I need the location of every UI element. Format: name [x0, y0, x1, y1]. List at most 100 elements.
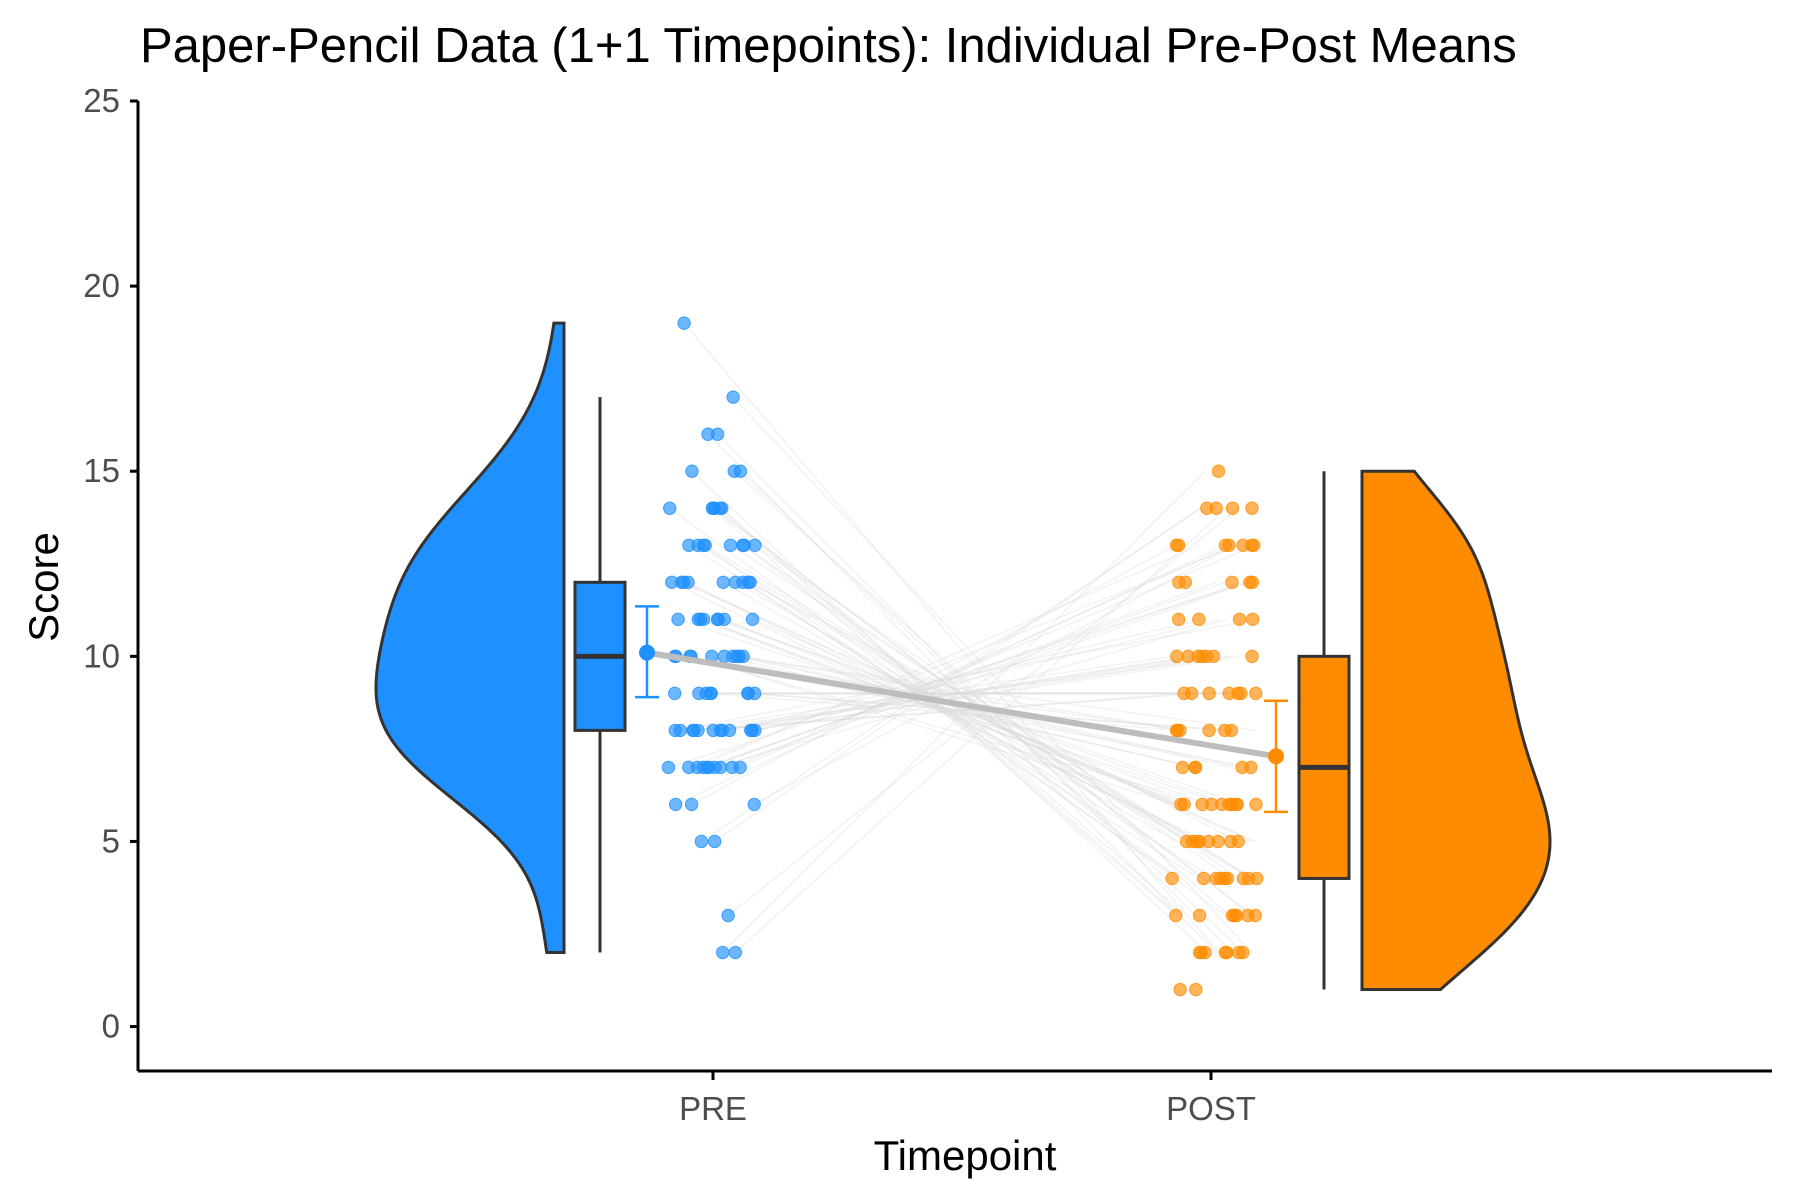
- post-point: [1248, 908, 1262, 923]
- pre-point: [717, 612, 731, 627]
- post-point: [1249, 686, 1263, 701]
- post-point: [1171, 612, 1186, 627]
- individual-line: [717, 433, 1234, 954]
- individual-line: [714, 507, 1200, 843]
- y-tick-label: 0: [102, 1008, 120, 1045]
- pre-point: [741, 575, 755, 589]
- post-point: [1230, 797, 1245, 812]
- individual-line: [675, 544, 1226, 806]
- post-point: [1181, 649, 1195, 664]
- pre-point: [741, 686, 755, 701]
- individual-line: [721, 507, 1186, 917]
- individual-line: [719, 507, 1180, 917]
- individual-line: [753, 544, 1235, 806]
- pre-point: [716, 575, 730, 589]
- individual-line: [720, 655, 1198, 732]
- individual-line: [732, 655, 1257, 732]
- pre-point: [726, 649, 740, 664]
- chart-title: Paper-Pencil Data (1+1 Timepoints): Indi…: [140, 19, 1517, 73]
- post-point: [1225, 501, 1240, 515]
- individual-line: [693, 692, 1200, 732]
- pre-point: [701, 427, 715, 441]
- post-mean-point: [1268, 748, 1284, 765]
- individual-line: [732, 396, 1253, 954]
- post-point: [1211, 834, 1225, 849]
- pre-point: [676, 575, 691, 589]
- individual-line: [708, 581, 1217, 769]
- individual-line: [722, 581, 1178, 843]
- individual-line: [707, 581, 1226, 769]
- post-point: [1169, 723, 1184, 738]
- post-point: [1234, 686, 1248, 701]
- individual-line: [717, 618, 1242, 806]
- pre-point: [722, 723, 737, 738]
- pre-point: [737, 538, 751, 552]
- pre-point: [706, 723, 720, 738]
- pre-point: [721, 908, 735, 923]
- pre-point: [698, 538, 712, 552]
- y-tick-label: 10: [83, 637, 120, 674]
- post-point: [1227, 908, 1242, 923]
- individual-line: [750, 655, 1239, 732]
- post-point: [1232, 612, 1247, 627]
- pre-point: [707, 834, 722, 849]
- post-point: [1171, 538, 1186, 552]
- post-point: [1175, 760, 1190, 775]
- individual-line: [707, 433, 1217, 954]
- post-point: [1165, 871, 1179, 886]
- post-point: [1220, 945, 1234, 960]
- individual-line: [731, 544, 1256, 769]
- individual-line: [690, 655, 1177, 806]
- post-point: [1198, 945, 1212, 960]
- pre-point: [748, 723, 762, 738]
- post-point: [1236, 945, 1250, 960]
- post-point: [1202, 686, 1216, 701]
- pre-point: [704, 686, 718, 701]
- individual-line: [683, 322, 1220, 954]
- post-point: [1169, 908, 1183, 923]
- individual-line: [717, 618, 1230, 806]
- pre-mean-point: [639, 644, 655, 661]
- individual-line: [700, 618, 1210, 806]
- post-point: [1245, 575, 1260, 589]
- individual-line: [702, 581, 1244, 769]
- individual-line: [689, 655, 1210, 806]
- individual-line: [739, 544, 1233, 769]
- individual-line: [697, 692, 1187, 732]
- x-tick-label: POST: [1166, 1090, 1256, 1127]
- pre-point: [663, 501, 677, 515]
- post-violin: [1360, 469, 1552, 992]
- pre-point: [694, 834, 709, 849]
- pre-point: [728, 945, 743, 960]
- post-point: [1245, 501, 1259, 515]
- pre-point: [661, 760, 676, 775]
- x-tick-label: PRE: [679, 1090, 747, 1127]
- individual-line: [714, 618, 1228, 769]
- individual-line: [671, 581, 1208, 843]
- individual-line: [713, 507, 1255, 917]
- pre-point: [715, 501, 729, 515]
- individual-line: [736, 655, 1232, 769]
- individual-lines: [668, 322, 1257, 954]
- pre-point: [747, 797, 761, 812]
- post-point: [1245, 649, 1259, 664]
- individual-line: [722, 470, 1206, 954]
- pre-point: [668, 686, 682, 701]
- y-tick-label: 20: [83, 267, 120, 304]
- post-point: [1231, 834, 1245, 849]
- y-tick-label: 5: [102, 822, 120, 859]
- individual-line: [688, 544, 1237, 769]
- individual-line: [743, 544, 1180, 880]
- pre-point: [671, 612, 685, 627]
- post-point: [1174, 797, 1188, 812]
- individual-line: [687, 581, 1203, 843]
- individual-line: [734, 507, 1228, 954]
- pre-point: [702, 760, 716, 775]
- individual-line: [713, 507, 1253, 917]
- pre-points: [661, 316, 762, 960]
- post-point: [1188, 760, 1202, 775]
- individual-line: [697, 618, 1192, 806]
- post-point: [1225, 575, 1239, 589]
- post-point: [1249, 797, 1263, 812]
